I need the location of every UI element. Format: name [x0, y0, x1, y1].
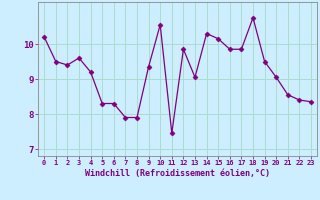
X-axis label: Windchill (Refroidissement éolien,°C): Windchill (Refroidissement éolien,°C) [85, 169, 270, 178]
